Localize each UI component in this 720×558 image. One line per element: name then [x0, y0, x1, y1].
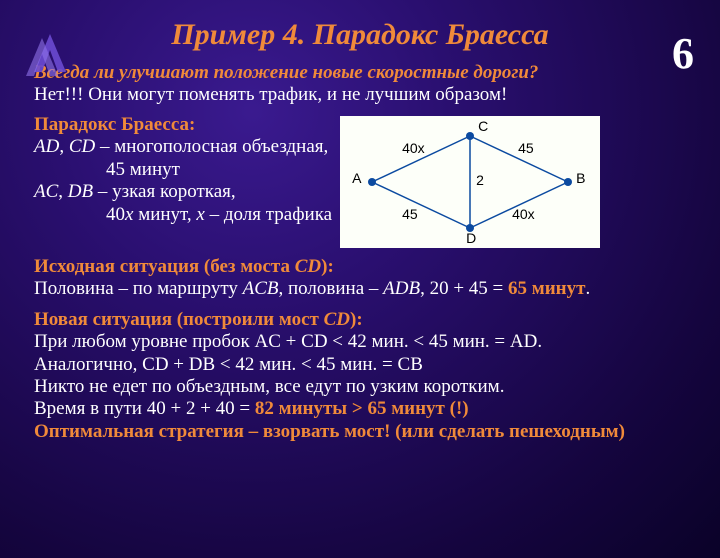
node-C: C [478, 118, 488, 134]
slide-title: Пример 4. Парадокс Браесса [0, 18, 720, 52]
edge-CB: 45 [518, 140, 534, 156]
content-area: Всегда ли улучшают положение новые скоро… [0, 62, 720, 443]
logo-icon [20, 30, 80, 83]
paradox-text: Парадокс Браесса: AD, CD – многополосная… [34, 114, 332, 226]
node-B: B [576, 170, 585, 186]
edge-AC: 40x [402, 140, 425, 156]
new-situation: Новая ситуация (построили мост CD): При … [34, 309, 690, 443]
node-D: D [466, 230, 476, 246]
edge-CD: 2 [476, 172, 484, 188]
slide-number: 6 [672, 28, 694, 79]
edge-AD: 45 [402, 206, 418, 222]
initial-situation: Исходная ситуация (без моста CD): Полови… [34, 256, 690, 301]
node-A: A [352, 170, 361, 186]
edge-DB: 40x [512, 206, 535, 222]
question-text: Всегда ли улучшают положение новые скоро… [34, 62, 690, 84]
answer-text: Нет!!! Они могут поменять трафик, и не л… [34, 84, 690, 106]
braess-diagram: A B C D 40x 45 45 40x 2 [340, 116, 600, 248]
paradox-heading: Парадокс Браесса: [34, 114, 195, 135]
